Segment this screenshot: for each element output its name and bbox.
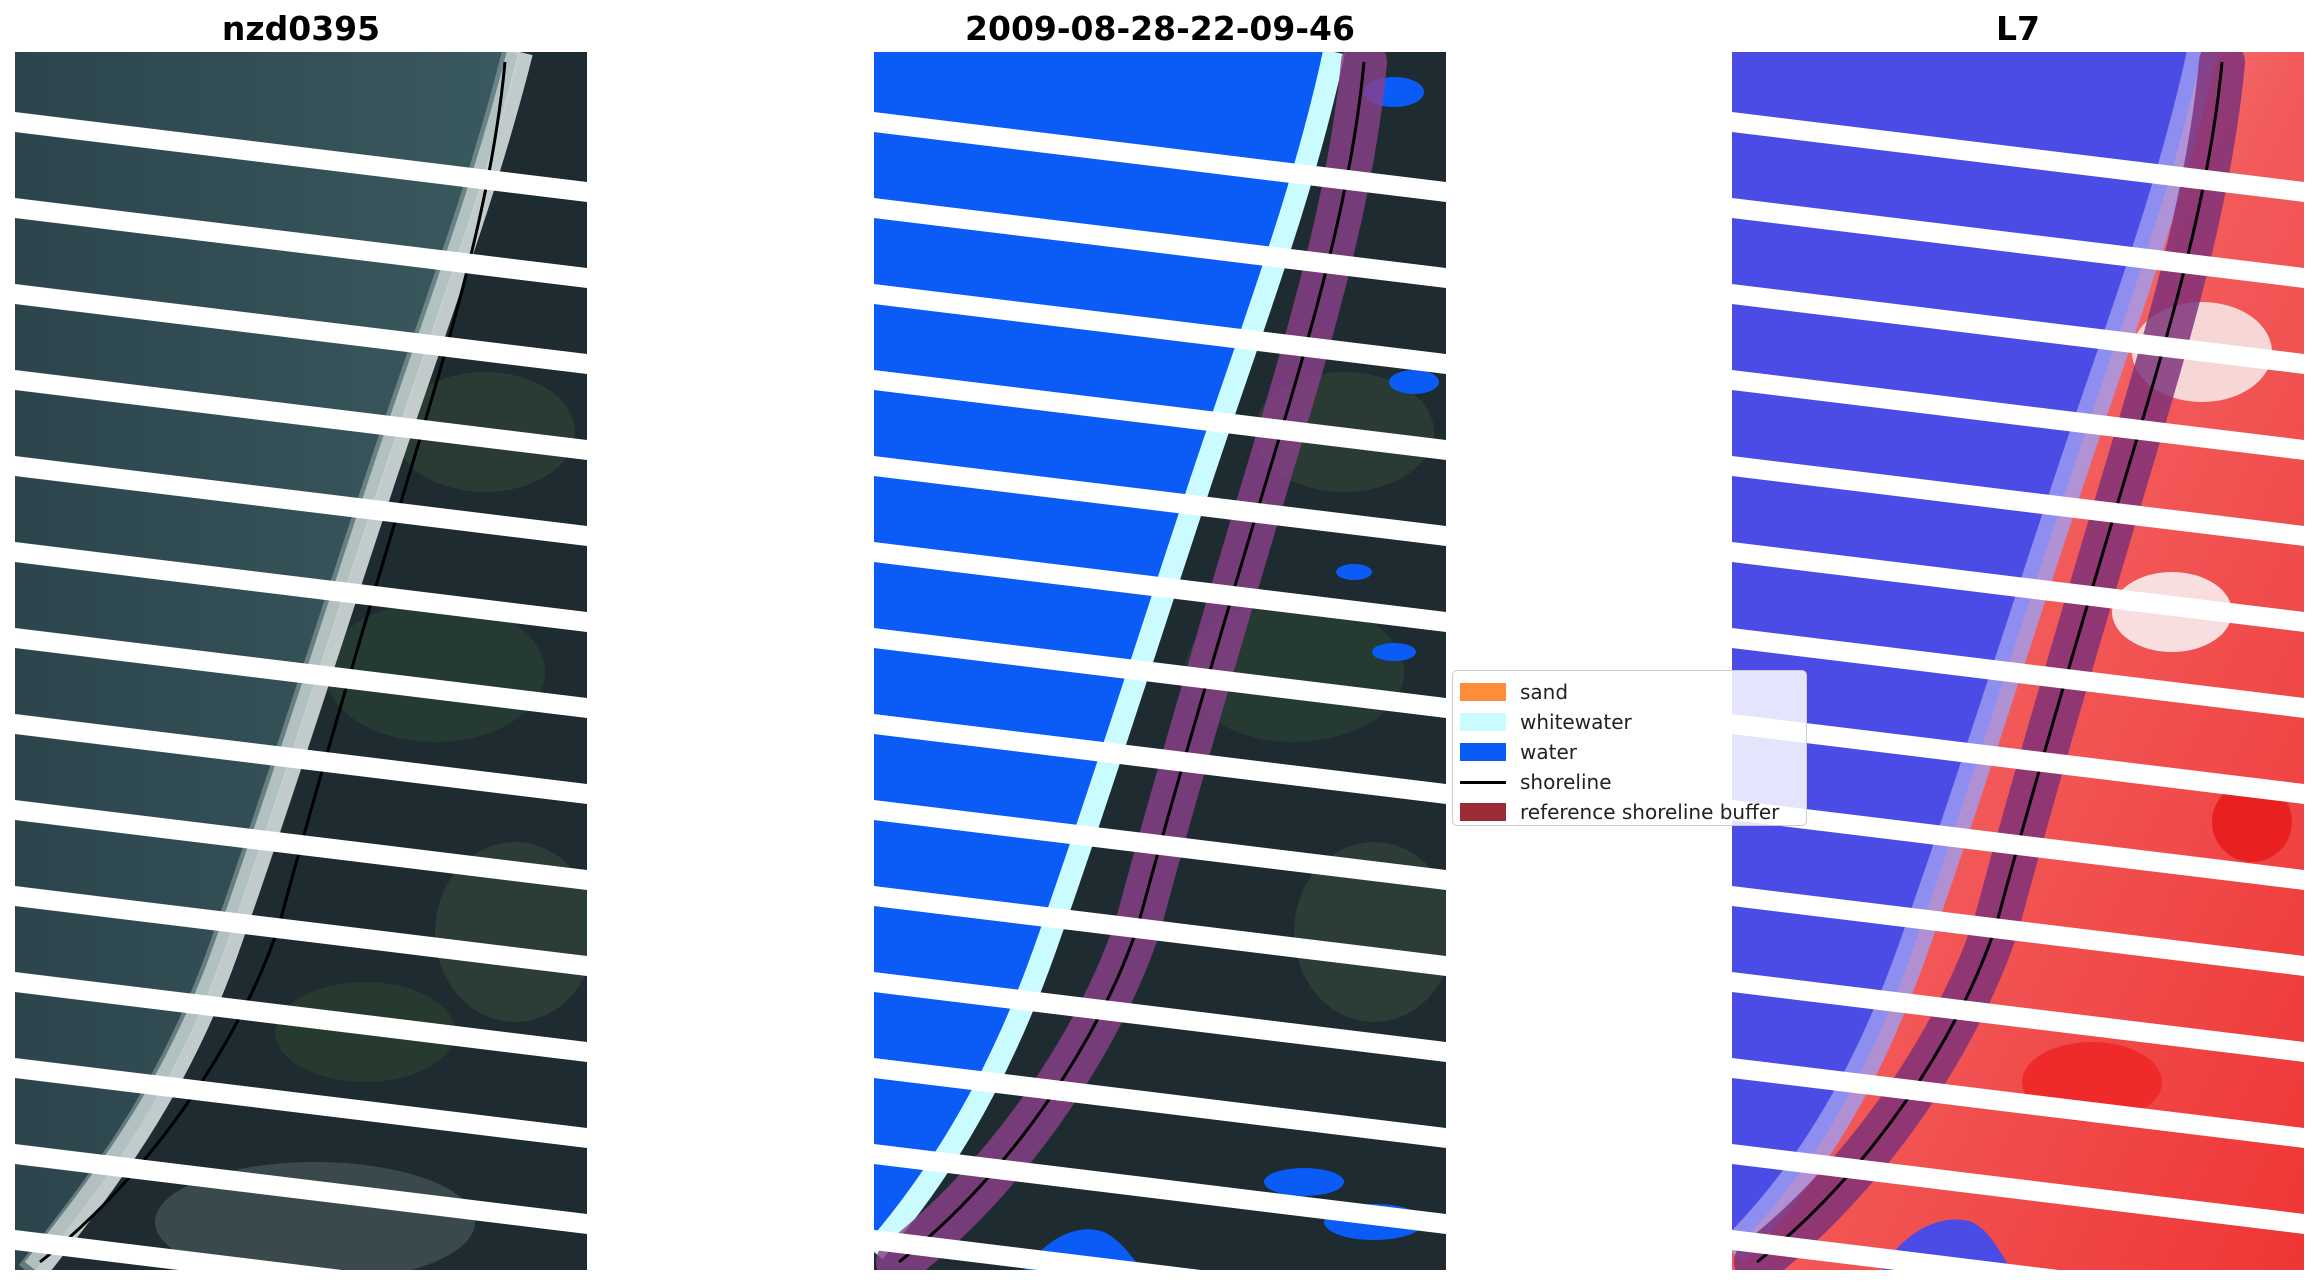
sand-swatch <box>1460 683 1506 701</box>
whitewater-swatch <box>1460 713 1506 731</box>
legend-item-whitewater: whitewater <box>1453 705 1806 735</box>
legend-label: whitewater <box>1520 710 1632 734</box>
panel-title-rgb: nzd0395 <box>221 9 381 48</box>
panel-title-mndwi: L7 <box>1996 9 2040 48</box>
legend-item-shoreline: shoreline <box>1453 765 1806 795</box>
legend-label: sand <box>1520 680 1569 704</box>
legend-label: reference shoreline buffer <box>1520 800 1780 824</box>
legend-item-water: water <box>1453 735 1806 765</box>
legend-label: shoreline <box>1520 770 1612 794</box>
legend-item-reference-buffer: reference shoreline buffer <box>1453 795 1806 825</box>
shoreline-swatch <box>1460 781 1506 784</box>
legend-label: water <box>1520 740 1577 764</box>
legend: sand whitewater water shoreline referenc… <box>1452 670 1807 826</box>
classified-image <box>874 52 1446 1270</box>
rgb-satellite-image <box>15 52 587 1270</box>
buffer-swatch <box>1460 803 1506 821</box>
mndwi-image <box>1732 52 2304 1270</box>
panel-title-classified: 2009-08-28-22-09-46 <box>965 9 1355 48</box>
legend-item-sand: sand <box>1453 675 1806 705</box>
water-swatch <box>1460 743 1506 761</box>
